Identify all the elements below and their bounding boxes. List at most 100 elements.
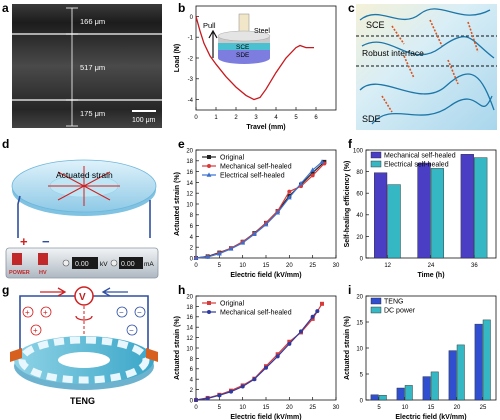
y-tick-label: 18	[186, 305, 193, 311]
y-tick-label: -1	[188, 36, 194, 42]
x-tick-label: 2	[234, 115, 238, 121]
x-tick-label: 25	[309, 263, 316, 269]
y-tick-label: 20	[356, 294, 363, 300]
y-axis-label: Self-healing efficiency (%)	[344, 161, 351, 248]
x-tick-label: 10	[239, 405, 246, 411]
data-point	[275, 352, 280, 357]
legend-label: Original	[220, 155, 245, 162]
data-point	[264, 365, 268, 370]
data-point	[315, 309, 320, 314]
wire-positive	[17, 195, 21, 238]
ma-display	[119, 257, 143, 269]
y-tick-label: 100	[353, 148, 364, 154]
kv-display	[72, 257, 98, 269]
bar	[370, 394, 379, 401]
y-axis-label: Actuated strain (%)	[344, 316, 351, 380]
panel-i: i 0 5 10 15 20 Electric field (kV/mm) Actuated…	[344, 283, 497, 420]
electron-flow-arrow-right	[101, 287, 128, 297]
legend-label: Electrical self-healed	[384, 162, 449, 169]
data-point	[205, 396, 210, 401]
x-tick-label: 25	[480, 405, 487, 411]
y-tick-label: 6	[190, 224, 194, 230]
charge-plus	[30, 324, 42, 336]
y-tick-label: 5	[360, 372, 364, 378]
y-tick-label: 20	[356, 235, 363, 241]
pull-label: Pull	[203, 21, 216, 30]
x-tick-label: 10	[402, 405, 409, 411]
x-tick-label: 24	[428, 263, 435, 269]
thickness-top-label: 166 μm	[80, 17, 105, 26]
legend-swatch	[370, 306, 382, 314]
micrograph-image	[12, 4, 162, 128]
charge-minus-sign: −	[129, 326, 134, 335]
hydrogen-bond	[381, 19, 479, 113]
robust-interface-label: Robust interface	[362, 48, 424, 58]
panel-letter-d: d	[2, 137, 9, 151]
data-point	[275, 354, 280, 359]
peel-test-inset: Pull Steel SCE SDE	[203, 13, 270, 64]
charge-plus	[22, 306, 34, 318]
charge-minus-sign: −	[137, 308, 142, 317]
legend-label: Mechanical self-healed	[384, 153, 456, 160]
steel-label: Steel	[254, 28, 270, 35]
y-tick-label: 2	[190, 388, 194, 394]
x-tick-label: 20	[286, 263, 293, 269]
x-axis-label: Electric field (kV/mm)	[230, 414, 301, 420]
x-tick-label: 0	[194, 115, 198, 121]
panel-e: e 0 2 4 6 8 10 12 14 16 18 20 0 5 10 15 20 25 30 Electric …	[174, 137, 340, 279]
y-tick-label: 14	[186, 181, 193, 187]
data-point	[251, 231, 257, 237]
y-tick-label: 4	[190, 235, 194, 241]
data-point	[207, 310, 211, 314]
y-tick-label: 15	[356, 320, 363, 326]
panel-c: c SCE Robust interface SDE	[348, 1, 497, 130]
hv-switch[interactable]	[38, 253, 48, 265]
legend-label: DC power	[384, 308, 416, 315]
data-point	[193, 255, 199, 260]
x-tick-label: 5	[294, 115, 298, 121]
plus-terminal-label: +	[20, 234, 28, 249]
x-tick-label: 1	[214, 115, 218, 121]
y-tick-label: 2	[190, 246, 194, 252]
legend-label: Mechanical self-healed	[220, 164, 292, 171]
x-tick-label: 6	[314, 115, 318, 121]
bar	[474, 323, 483, 401]
data-point	[298, 180, 304, 186]
y-tick-label: 10	[186, 346, 193, 352]
data-point	[228, 246, 234, 251]
sde-label: SDE	[236, 52, 250, 59]
y-tick-label: 0	[190, 15, 194, 21]
bar	[448, 350, 457, 401]
y-axis-label: Load (N)	[174, 44, 181, 72]
bar	[482, 319, 491, 401]
x-axis-label: Electric field (kV/mm)	[230, 272, 301, 279]
charge-plus-sign: +	[25, 308, 30, 317]
data-point	[310, 314, 315, 319]
x-tick-label: 5	[218, 405, 222, 411]
kv-knob[interactable]	[62, 259, 70, 267]
teng-label: TENG	[70, 396, 95, 406]
ma-knob[interactable]	[110, 259, 118, 267]
scale-bar-label: 100 μm	[132, 117, 156, 124]
y-tick-label: 10	[356, 346, 363, 352]
y-tick-label: 80	[356, 170, 363, 176]
panel-letter-i: i	[348, 283, 351, 297]
data-point	[310, 170, 315, 175]
x-tick-label: 15	[428, 405, 435, 411]
legend-label: Electrical self-healed	[220, 173, 285, 180]
teng-electrode-right	[146, 348, 158, 362]
legend-swatch	[370, 151, 382, 159]
bar	[456, 344, 465, 401]
y-tick-label: 6	[190, 367, 194, 373]
polymer-chain	[359, 73, 495, 111]
strain-arrows-icon	[48, 166, 120, 206]
data-point	[206, 172, 212, 177]
kv-display-value: 0.00	[75, 261, 89, 268]
polymer-chain	[361, 36, 495, 59]
data-point	[299, 329, 303, 334]
kv-unit: kV	[100, 261, 108, 268]
power-switch[interactable]	[12, 253, 22, 265]
data-point	[207, 155, 211, 159]
bar	[374, 172, 388, 259]
